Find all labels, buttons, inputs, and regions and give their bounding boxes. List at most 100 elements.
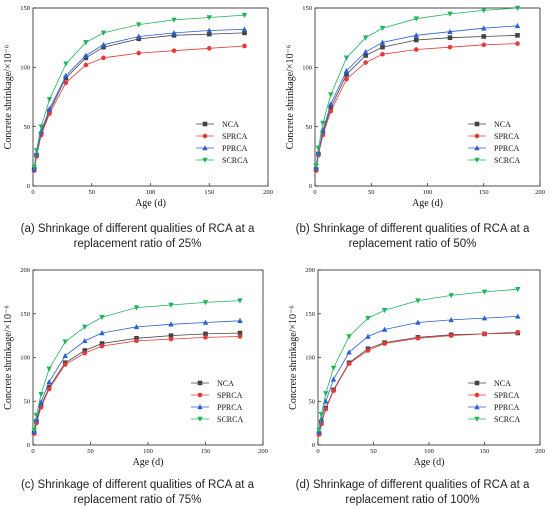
data-point <box>380 51 385 57</box>
data-point <box>136 36 142 42</box>
y-tick-label: 150 <box>20 5 30 12</box>
x-tick-label: 200 <box>535 448 545 455</box>
x-tick-label: 100 <box>146 189 156 196</box>
data-point <box>365 333 371 339</box>
data-point <box>62 352 68 359</box>
data-point <box>514 5 521 11</box>
data-point <box>363 53 368 58</box>
legend-label: NCA <box>494 120 511 129</box>
x-tick-label: 150 <box>201 448 211 455</box>
data-point <box>101 55 106 61</box>
data-point <box>38 124 44 130</box>
data-point <box>100 41 107 48</box>
legend: NCA SPRCA PPRCA SCRCA <box>191 379 243 424</box>
y-tick-label: 100 <box>302 65 312 72</box>
data-point <box>482 331 487 337</box>
data-point <box>323 391 329 397</box>
series-nca <box>316 330 521 436</box>
y-axis-label: Concrete shrinkage/×10⁻⁶ <box>288 305 299 410</box>
data-point <box>315 149 322 156</box>
data-point <box>83 55 89 61</box>
data-point <box>448 293 454 299</box>
x-tick-label: 150 <box>480 448 490 455</box>
legend-marker <box>197 416 203 422</box>
series-line <box>318 332 518 434</box>
data-point <box>320 120 326 127</box>
legend-label: SPRCA <box>222 132 248 141</box>
data-point <box>346 334 352 340</box>
data-point <box>203 335 208 340</box>
data-point <box>134 335 139 341</box>
data-point <box>33 416 40 422</box>
y-tick-label: 200 <box>305 267 315 274</box>
series-line <box>315 43 518 171</box>
data-point <box>46 366 52 372</box>
series-line <box>33 336 241 434</box>
data-point <box>82 337 88 344</box>
data-point <box>413 37 419 43</box>
data-point <box>328 101 334 107</box>
legend-marker <box>474 133 480 139</box>
series-sprca <box>31 334 243 436</box>
data-point <box>481 289 488 295</box>
data-point <box>47 108 52 114</box>
data-point <box>100 30 107 36</box>
data-point <box>365 315 371 322</box>
legend-marker <box>202 145 208 151</box>
series-pprca <box>31 317 243 435</box>
data-point <box>206 31 212 37</box>
data-point <box>381 326 388 332</box>
legend: NCA SPRCA PPRCA SCRCA <box>468 120 520 165</box>
data-point <box>481 34 487 39</box>
data-point <box>206 46 212 51</box>
chart-d: 0 50 100 150 200 0 50 100 150 200 Age (d) Concrete … <box>288 267 545 468</box>
caption-b: (b) Shrinkage of different qualities of … <box>295 223 530 250</box>
data-point <box>515 41 520 46</box>
data-point <box>316 427 322 434</box>
data-point <box>206 15 212 21</box>
data-point <box>344 72 349 77</box>
data-point <box>83 40 89 46</box>
y-tick-label: 0 <box>312 442 315 449</box>
legend-label: SCRCA <box>217 415 243 424</box>
data-point <box>202 300 209 306</box>
x-axis-label: Age (d) <box>412 198 443 209</box>
data-point <box>99 343 105 349</box>
data-point <box>413 16 419 22</box>
data-point <box>168 321 174 327</box>
data-point <box>381 307 388 314</box>
data-point <box>237 334 243 339</box>
data-point <box>313 163 319 169</box>
data-point <box>31 427 37 434</box>
legend-label: PPRCA <box>494 144 520 153</box>
data-point <box>331 388 336 394</box>
data-point <box>330 376 337 382</box>
data-point <box>99 341 105 346</box>
y-axis-label: Concrete shrinkage/×10⁻⁶ <box>285 44 296 149</box>
series-sprca <box>316 329 521 437</box>
data-point <box>171 30 177 36</box>
data-point <box>241 26 248 32</box>
data-point <box>323 406 329 412</box>
data-point <box>515 329 521 335</box>
legend-label: NCA <box>217 379 234 388</box>
data-point <box>379 39 386 45</box>
data-point <box>99 330 105 336</box>
caption-c: (c) Shrinkage of different qualities of … <box>20 479 255 506</box>
legend-marker <box>202 133 208 139</box>
data-point <box>136 50 142 56</box>
data-point <box>330 365 337 371</box>
data-point <box>63 75 69 81</box>
data-point <box>241 12 248 19</box>
data-point <box>318 412 325 418</box>
x-tick-label: 150 <box>204 189 214 196</box>
data-point <box>382 341 387 346</box>
data-point <box>344 76 349 82</box>
legend-label: NCA <box>494 379 511 388</box>
data-point <box>63 72 69 78</box>
data-point <box>83 52 89 58</box>
legend-marker <box>202 121 208 127</box>
data-point <box>133 305 140 311</box>
y-tick-label: 200 <box>20 267 30 274</box>
data-point <box>171 48 177 54</box>
